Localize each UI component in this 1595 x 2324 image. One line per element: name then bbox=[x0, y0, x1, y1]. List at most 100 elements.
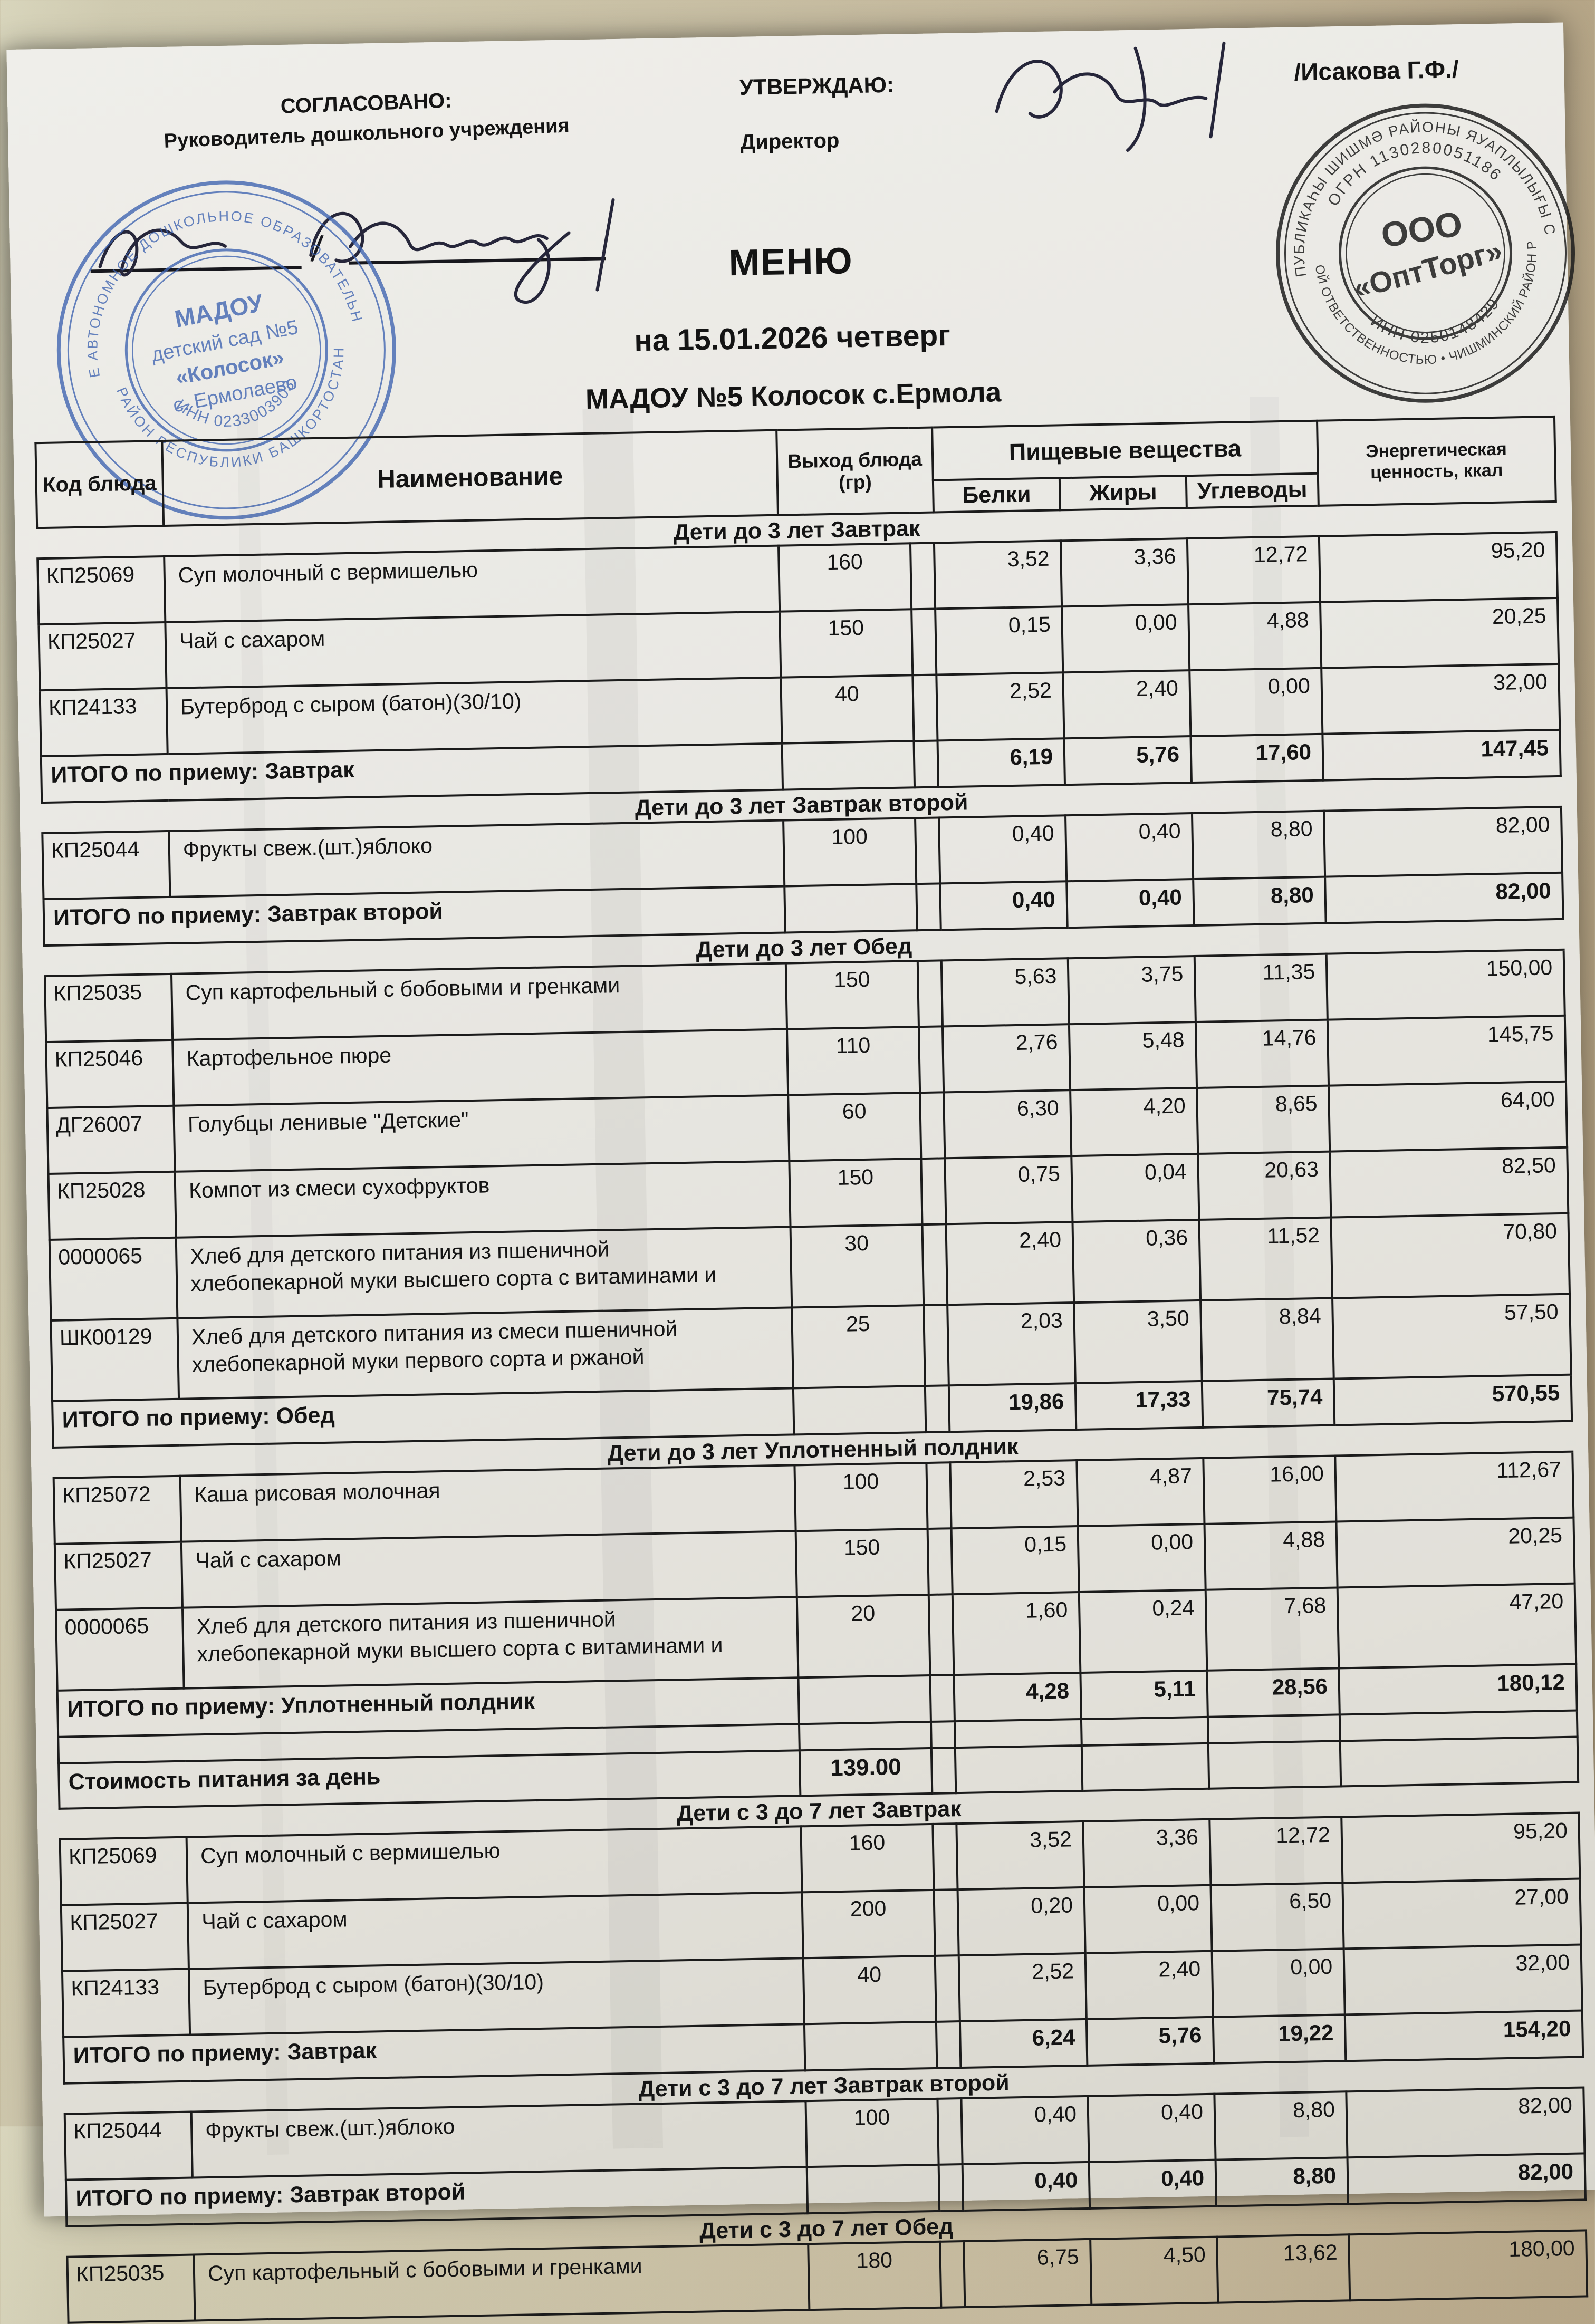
dish-kcal: 112,67 bbox=[1335, 1451, 1574, 1522]
total-fat: 0,40 bbox=[1066, 879, 1194, 928]
dish-protein: 6,30 bbox=[944, 1090, 1072, 1159]
dish-fat: 4,20 bbox=[1070, 1087, 1198, 1156]
menu-table: Код блюда Наименование Выход блюда (гр) … bbox=[34, 416, 1588, 2324]
total-fat: 5,11 bbox=[1080, 1670, 1208, 1719]
agreed-role-label: Руководитель дошкольного учреждения bbox=[164, 114, 570, 152]
spacer-cell bbox=[914, 740, 939, 788]
dish-kcal: 145,75 bbox=[1327, 1015, 1566, 1086]
dish-output: 20 bbox=[796, 1595, 930, 1678]
dish-kcal: 180,00 bbox=[1349, 2230, 1588, 2301]
dish-code: КП24133 bbox=[62, 1969, 190, 2037]
dish-carbs: 14,76 bbox=[1195, 1019, 1329, 1088]
spacer-cell bbox=[921, 1158, 946, 1225]
director-label: Директор bbox=[740, 129, 840, 154]
dish-fat: 0,00 bbox=[1084, 1885, 1212, 1953]
paper-sheet: СОГЛАСОВАНО: Руководитель дошкольного уч… bbox=[6, 22, 1595, 2323]
total-protein: 4,28 bbox=[954, 1673, 1081, 1722]
dish-fat: 3,36 bbox=[1083, 1819, 1211, 1887]
dish-name: Картофельное пюре bbox=[172, 1029, 789, 1106]
dish-code: КП25044 bbox=[42, 831, 170, 900]
total-kcal: 154,20 bbox=[1344, 2010, 1583, 2061]
empty-cell bbox=[1340, 1737, 1579, 1787]
spacer-cell bbox=[930, 1675, 955, 1722]
gap-cell bbox=[930, 1721, 955, 1748]
dish-protein: 2,53 bbox=[950, 1460, 1078, 1529]
dish-protein: 2,52 bbox=[958, 1953, 1087, 2022]
dish-fat: 0,24 bbox=[1079, 1589, 1207, 1673]
dish-kcal: 27,00 bbox=[1342, 1878, 1581, 1949]
dish-carbs: 4,88 bbox=[1204, 1521, 1338, 1590]
gap-cell bbox=[1207, 1714, 1340, 1743]
dish-protein: 0,75 bbox=[945, 1156, 1073, 1224]
dish-kcal: 82,00 bbox=[1346, 2087, 1585, 2158]
dish-name: Компот из смеси сухофруктов bbox=[175, 1161, 791, 1238]
dish-fat: 0,40 bbox=[1088, 2094, 1216, 2162]
dish-name: Голубцы ленивые "Детские" bbox=[174, 1095, 790, 1172]
dish-kcal: 32,00 bbox=[1321, 663, 1560, 734]
dish-kcal: 64,00 bbox=[1329, 1081, 1568, 1152]
spacer-cell bbox=[937, 2098, 963, 2165]
black-stamp-ogrn: ОГРН 1130280051186 bbox=[1317, 126, 1506, 211]
dish-output: 100 bbox=[783, 818, 917, 886]
spacer-cell bbox=[934, 1889, 959, 1956]
dish-fat: 3,50 bbox=[1074, 1300, 1202, 1384]
dish-carbs: 7,68 bbox=[1205, 1587, 1339, 1671]
spacer-cell bbox=[916, 883, 941, 931]
spacer-cell bbox=[922, 1224, 948, 1306]
total-carbs: 17,60 bbox=[1190, 734, 1323, 783]
dish-output: 150 bbox=[785, 961, 919, 1029]
daily-cost-value: 139.00 bbox=[799, 1748, 933, 1796]
total-output bbox=[782, 741, 915, 790]
dish-code: 0000065 bbox=[56, 1607, 184, 1691]
total-carbs: 19,22 bbox=[1213, 2014, 1346, 2063]
dish-code: КП25027 bbox=[39, 622, 167, 691]
spacer-cell bbox=[911, 609, 937, 676]
dish-carbs: 20,63 bbox=[1198, 1151, 1331, 1220]
dish-kcal: 95,20 bbox=[1341, 1812, 1580, 1883]
total-output bbox=[806, 2164, 940, 2214]
dish-name: Суп картофельный с бобовыми и гренками bbox=[171, 963, 787, 1040]
dish-fat: 4,87 bbox=[1077, 1458, 1205, 1527]
dish-carbs: 8,80 bbox=[1214, 2091, 1348, 2160]
dish-output: 30 bbox=[790, 1224, 924, 1308]
dish-code: КП25069 bbox=[37, 556, 166, 625]
dish-protein: 3,52 bbox=[934, 541, 1062, 609]
dish-carbs: 4,88 bbox=[1188, 602, 1322, 671]
dish-kcal: 82,00 bbox=[1323, 806, 1563, 877]
dish-fat: 3,36 bbox=[1060, 538, 1189, 607]
spacer-cell bbox=[926, 1462, 952, 1529]
dish-fat: 0,40 bbox=[1065, 813, 1194, 882]
empty-cell bbox=[1081, 1743, 1209, 1791]
dish-protein: 2,76 bbox=[942, 1024, 1071, 1093]
dish-name: Чай с сахаром bbox=[181, 1531, 797, 1608]
spacer-cell bbox=[940, 2241, 965, 2308]
dish-output: 40 bbox=[803, 1955, 936, 2024]
gap-cell bbox=[1339, 1710, 1578, 1741]
dish-kcal: 57,50 bbox=[1332, 1294, 1571, 1379]
dish-kcal: 150,00 bbox=[1326, 949, 1565, 1020]
dish-name: Бутерброд с сыром (батон)(30/10) bbox=[166, 677, 782, 754]
total-protein: 19,86 bbox=[948, 1383, 1077, 1432]
spacer-cell bbox=[927, 1528, 953, 1595]
dish-fat: 0,04 bbox=[1071, 1153, 1199, 1222]
total-kcal: 82,00 bbox=[1347, 2153, 1586, 2204]
spacer-cell bbox=[938, 2164, 964, 2211]
dish-name: Каша рисовая молочная bbox=[180, 1465, 796, 1542]
total-output bbox=[793, 1386, 926, 1435]
dish-code: КП25046 bbox=[46, 1039, 174, 1108]
spacer-cell bbox=[910, 543, 936, 610]
director-name: /Исакова Г.Ф./ bbox=[1294, 55, 1459, 86]
header-protein: Белки bbox=[933, 478, 1060, 513]
dish-carbs: 12,72 bbox=[1187, 536, 1321, 605]
gap-cell bbox=[1081, 1717, 1208, 1746]
dish-kcal: 20,25 bbox=[1336, 1517, 1575, 1588]
header-carbs: Углеводы bbox=[1186, 473, 1319, 508]
dish-output: 160 bbox=[801, 1824, 934, 1893]
dish-output: 150 bbox=[795, 1529, 929, 1597]
dish-kcal: 47,20 bbox=[1337, 1583, 1577, 1669]
total-kcal: 82,00 bbox=[1325, 872, 1563, 923]
total-fat: 17,33 bbox=[1075, 1381, 1203, 1430]
header-nutrients: Пищевые вещества bbox=[932, 420, 1318, 480]
dish-output: 160 bbox=[778, 543, 912, 612]
